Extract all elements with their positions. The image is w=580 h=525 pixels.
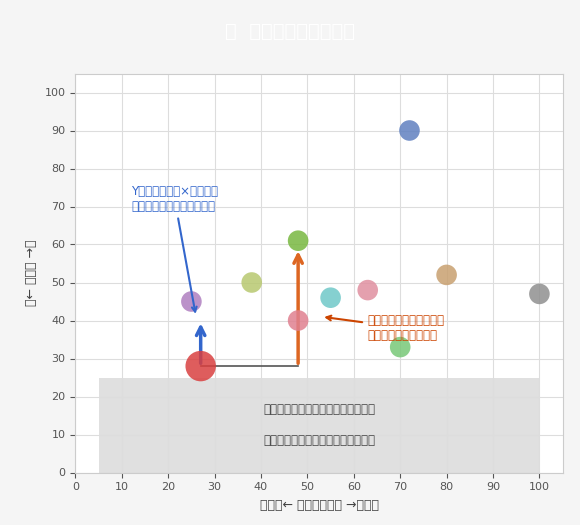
- Point: [396, 343, 405, 351]
- Bar: [99, 377, 539, 472]
- Point: [247, 278, 256, 287]
- Text: 組み合わせで解決することは難しい: 組み合わせで解決することは難しい: [263, 434, 375, 447]
- Point: [187, 297, 196, 306]
- Text: Y軸が「低水準×低水準」
では場当たり的に陥りがち: Y軸が「低水準×低水準」 では場当たり的に陥りがち: [131, 185, 218, 312]
- Point: [535, 290, 544, 298]
- Point: [196, 362, 205, 370]
- Point: [326, 293, 335, 302]
- Y-axis label: 低← 信頼性 →堅: 低← 信頼性 →堅: [25, 240, 38, 306]
- Text: 🗒  パフォーマンス分析: 🗒 パフォーマンス分析: [225, 22, 355, 41]
- Text: 警報レベルの信頼性不足メンバーは: 警報レベルの信頼性不足メンバーは: [263, 403, 375, 416]
- Text: 上司の信頼性が強い方が
チームの徹底力がある: 上司の信頼性が強い方が チームの徹底力がある: [327, 314, 445, 342]
- X-axis label: 受動型← 活動スタイル →積極型: 受動型← 活動スタイル →積極型: [259, 499, 379, 512]
- Point: [293, 316, 303, 324]
- Point: [363, 286, 372, 295]
- Point: [405, 127, 414, 135]
- Point: [442, 271, 451, 279]
- Point: [293, 236, 303, 245]
